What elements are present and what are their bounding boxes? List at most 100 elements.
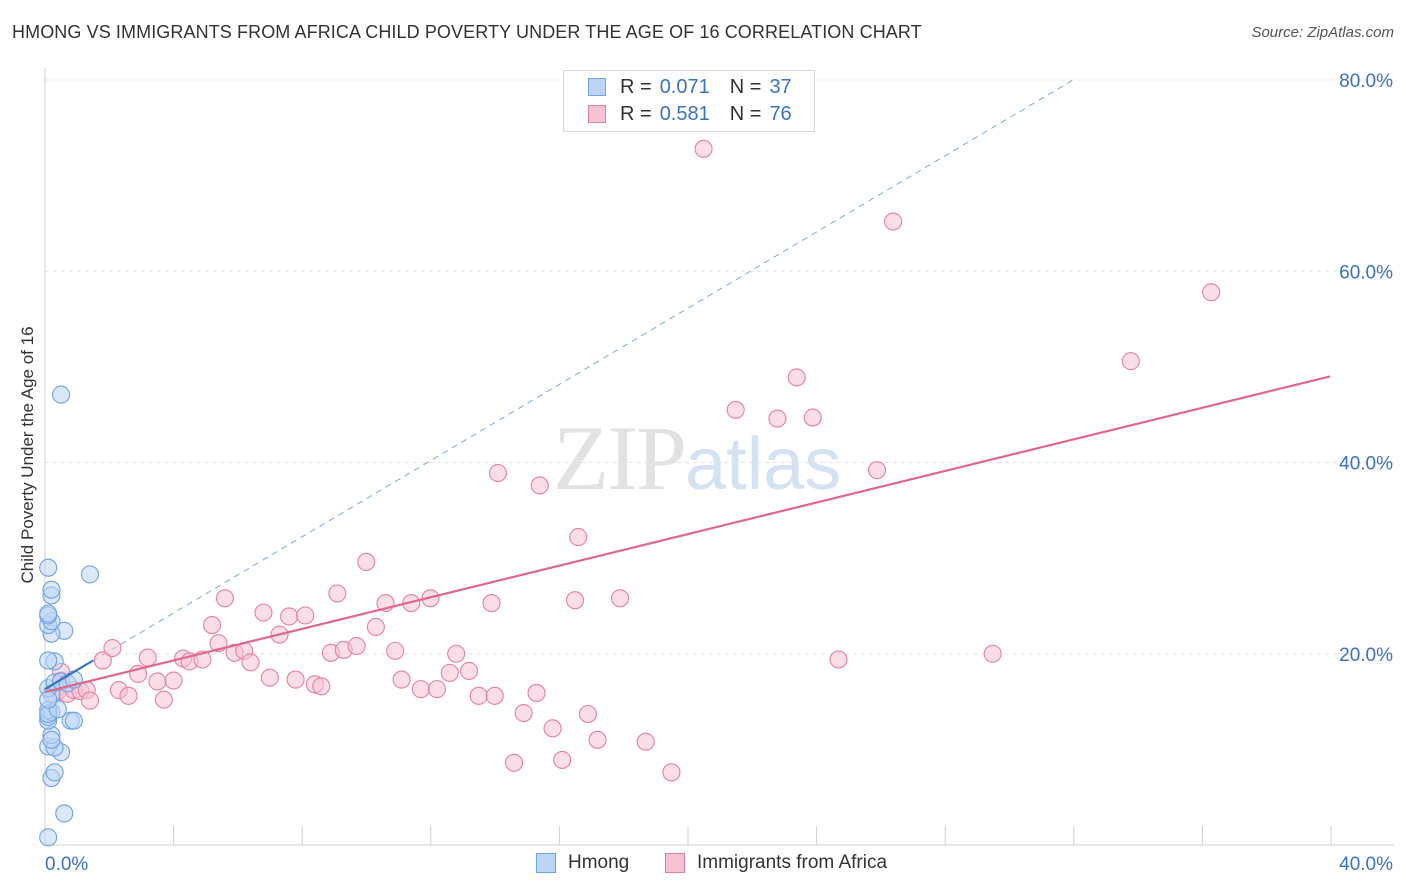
africa-point bbox=[578, 704, 597, 724]
x-tick-label: 40.0% bbox=[1339, 854, 1393, 875]
legend-row-hmong: R = 0.071 N = 37 bbox=[588, 75, 792, 99]
africa-trendline bbox=[44, 375, 1331, 694]
series-label-hmong: Hmong bbox=[568, 852, 630, 873]
africa-point bbox=[119, 686, 138, 705]
hmong-point bbox=[39, 604, 58, 623]
africa-point bbox=[588, 730, 607, 749]
hmong-point bbox=[64, 711, 83, 730]
africa-point bbox=[347, 637, 366, 656]
chart-title: HMONG VS IMMIGRANTS FROM AFRICA CHILD PO… bbox=[12, 22, 922, 42]
legend-n-value-hmong: 37 bbox=[769, 75, 792, 98]
africa-point bbox=[459, 661, 479, 681]
africa-point bbox=[328, 584, 347, 603]
africa-point bbox=[411, 680, 430, 699]
africa-point bbox=[215, 589, 234, 608]
series-swatch-africa bbox=[665, 853, 685, 873]
legend-swatch-africa bbox=[588, 105, 606, 123]
africa-point bbox=[138, 648, 157, 667]
africa-point bbox=[241, 653, 260, 672]
africa-point bbox=[103, 638, 122, 658]
hmong-point bbox=[45, 763, 64, 782]
africa-point bbox=[553, 750, 572, 769]
africa-point bbox=[566, 591, 585, 610]
africa-point bbox=[787, 368, 806, 387]
africa-point bbox=[357, 552, 376, 572]
africa-point bbox=[1121, 352, 1140, 371]
y-tick-label: 20.0% bbox=[1339, 645, 1393, 666]
hmong-point bbox=[80, 565, 100, 584]
x-tick-label: 0.0% bbox=[45, 854, 88, 875]
series-legend: Hmong Immigrants from Africa bbox=[0, 852, 1406, 878]
africa-point bbox=[286, 670, 305, 689]
africa-point bbox=[482, 594, 501, 613]
africa-point bbox=[636, 732, 655, 751]
hmong-point bbox=[52, 385, 71, 404]
africa-point bbox=[768, 409, 787, 428]
hmong-point bbox=[42, 730, 61, 749]
africa-point bbox=[260, 668, 279, 687]
africa-point bbox=[829, 650, 848, 669]
africa-point bbox=[983, 644, 1002, 663]
series-legend-africa: Immigrants from Africa bbox=[665, 852, 887, 874]
y-tick-label: 80.0% bbox=[1339, 71, 1393, 92]
africa-point bbox=[447, 644, 466, 663]
africa-point bbox=[530, 476, 549, 495]
africa-point bbox=[514, 703, 533, 723]
africa-point bbox=[1202, 283, 1221, 302]
legend-r-value-hmong: 0.071 bbox=[659, 75, 710, 98]
y-tick-label: 60.0% bbox=[1339, 262, 1393, 283]
series-swatch-hmong bbox=[536, 853, 556, 873]
africa-point bbox=[543, 719, 562, 738]
legend-n-label: N = bbox=[729, 75, 762, 98]
africa-point bbox=[726, 400, 745, 419]
africa-point bbox=[164, 671, 183, 690]
legend-n-value-africa: 76 bbox=[769, 102, 792, 125]
series-label-africa: Immigrants from Africa bbox=[697, 852, 888, 873]
africa-point bbox=[610, 589, 630, 608]
watermark: ZIPatlas bbox=[553, 405, 841, 511]
africa-point bbox=[527, 683, 546, 703]
africa-point bbox=[488, 463, 508, 483]
hmong-point bbox=[39, 828, 58, 847]
africa-point bbox=[884, 212, 903, 231]
africa-point bbox=[469, 686, 488, 705]
africa-point bbox=[569, 528, 588, 547]
africa-point bbox=[803, 408, 822, 427]
series-legend-hmong: Hmong bbox=[536, 852, 629, 874]
africa-point bbox=[93, 651, 112, 670]
africa-point bbox=[440, 663, 459, 682]
hmong-point bbox=[55, 804, 74, 823]
watermark-zip: ZIP bbox=[553, 407, 687, 509]
africa-point bbox=[427, 680, 446, 699]
africa-point bbox=[80, 691, 100, 710]
africa-point bbox=[312, 677, 331, 696]
legend-row-africa: R = 0.581 N = 76 bbox=[588, 102, 792, 126]
hmong-trendline bbox=[44, 659, 94, 691]
africa-point bbox=[154, 690, 173, 709]
hmong-extended-trendline bbox=[44, 79, 1074, 690]
africa-point bbox=[280, 607, 299, 626]
source-label: Source: ZipAtlas.com bbox=[1251, 24, 1394, 41]
africa-point bbox=[203, 616, 222, 635]
africa-point bbox=[504, 753, 524, 772]
africa-point bbox=[254, 603, 273, 622]
hmong-point bbox=[42, 580, 61, 599]
hmong-point bbox=[39, 690, 58, 709]
y-tick-label: 40.0% bbox=[1339, 454, 1393, 475]
africa-point bbox=[392, 670, 411, 689]
watermark-atlas: atlas bbox=[685, 422, 842, 505]
africa-point bbox=[694, 139, 713, 158]
africa-point bbox=[485, 686, 504, 705]
correlation-legend: R = 0.071 N = 37 R = 0.581 N = 76 bbox=[563, 70, 815, 132]
africa-point bbox=[662, 763, 681, 782]
hmong-point bbox=[39, 651, 58, 670]
africa-point bbox=[386, 641, 405, 660]
africa-point bbox=[867, 461, 887, 480]
africa-point bbox=[148, 672, 167, 691]
legend-r-value-africa: 0.581 bbox=[659, 102, 710, 125]
legend-r-label: R = bbox=[620, 75, 652, 98]
legend-r-label: R = bbox=[620, 102, 652, 125]
legend-swatch-hmong bbox=[588, 78, 606, 96]
hmong-point bbox=[39, 558, 58, 577]
